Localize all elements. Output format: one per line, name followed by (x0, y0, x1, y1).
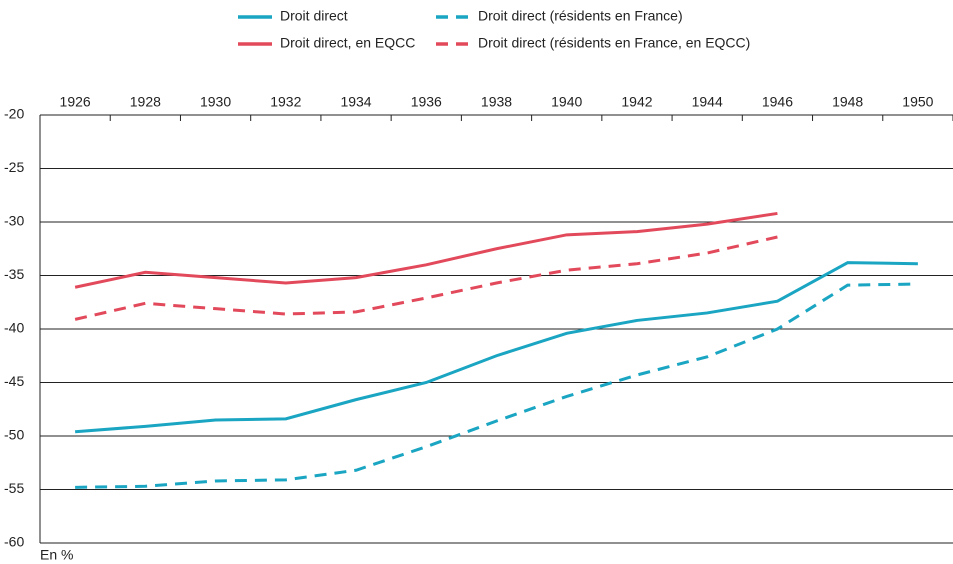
x-tick-label: 1940 (551, 94, 582, 110)
series-line (74, 235, 778, 321)
x-tick-label: 1926 (60, 94, 91, 110)
x-tick-label: 1942 (621, 94, 652, 110)
x-tick-label: 1938 (481, 94, 512, 110)
series-line (75, 261, 918, 434)
x-tick-label: 1948 (832, 94, 863, 110)
legend-label: Droit direct (résidents en France) (478, 8, 683, 24)
x-tick-label: 1928 (130, 94, 161, 110)
legend-label: Droit direct, en EQCC (280, 35, 415, 51)
x-tick-label: 1934 (340, 94, 371, 110)
x-tick-label: 1930 (200, 94, 231, 110)
y-unit: En % (40, 547, 73, 563)
y-tick-label: -40 (4, 320, 24, 336)
y-tick-label: -35 (4, 266, 24, 282)
y-tick-label: -20 (4, 106, 24, 122)
x-tick-label: 1944 (692, 94, 723, 110)
y-tick-label: -25 (4, 159, 24, 175)
legend-label: Droit direct (résidents en France, en EQ… (478, 35, 750, 51)
y-tick-label: -50 (4, 427, 24, 443)
y-tick-label: -60 (4, 534, 24, 550)
x-tick-label: 1950 (902, 94, 933, 110)
series-line (74, 211, 778, 289)
y-tick-label: -30 (4, 213, 24, 229)
y-tick-label: -45 (4, 373, 24, 389)
x-tick-label: 1936 (411, 94, 442, 110)
x-tick-label: 1946 (762, 94, 793, 110)
x-tick-label: 1932 (270, 94, 301, 110)
legend-label: Droit direct (280, 8, 348, 24)
y-tick-label: -55 (4, 480, 24, 496)
series-line (75, 282, 918, 489)
